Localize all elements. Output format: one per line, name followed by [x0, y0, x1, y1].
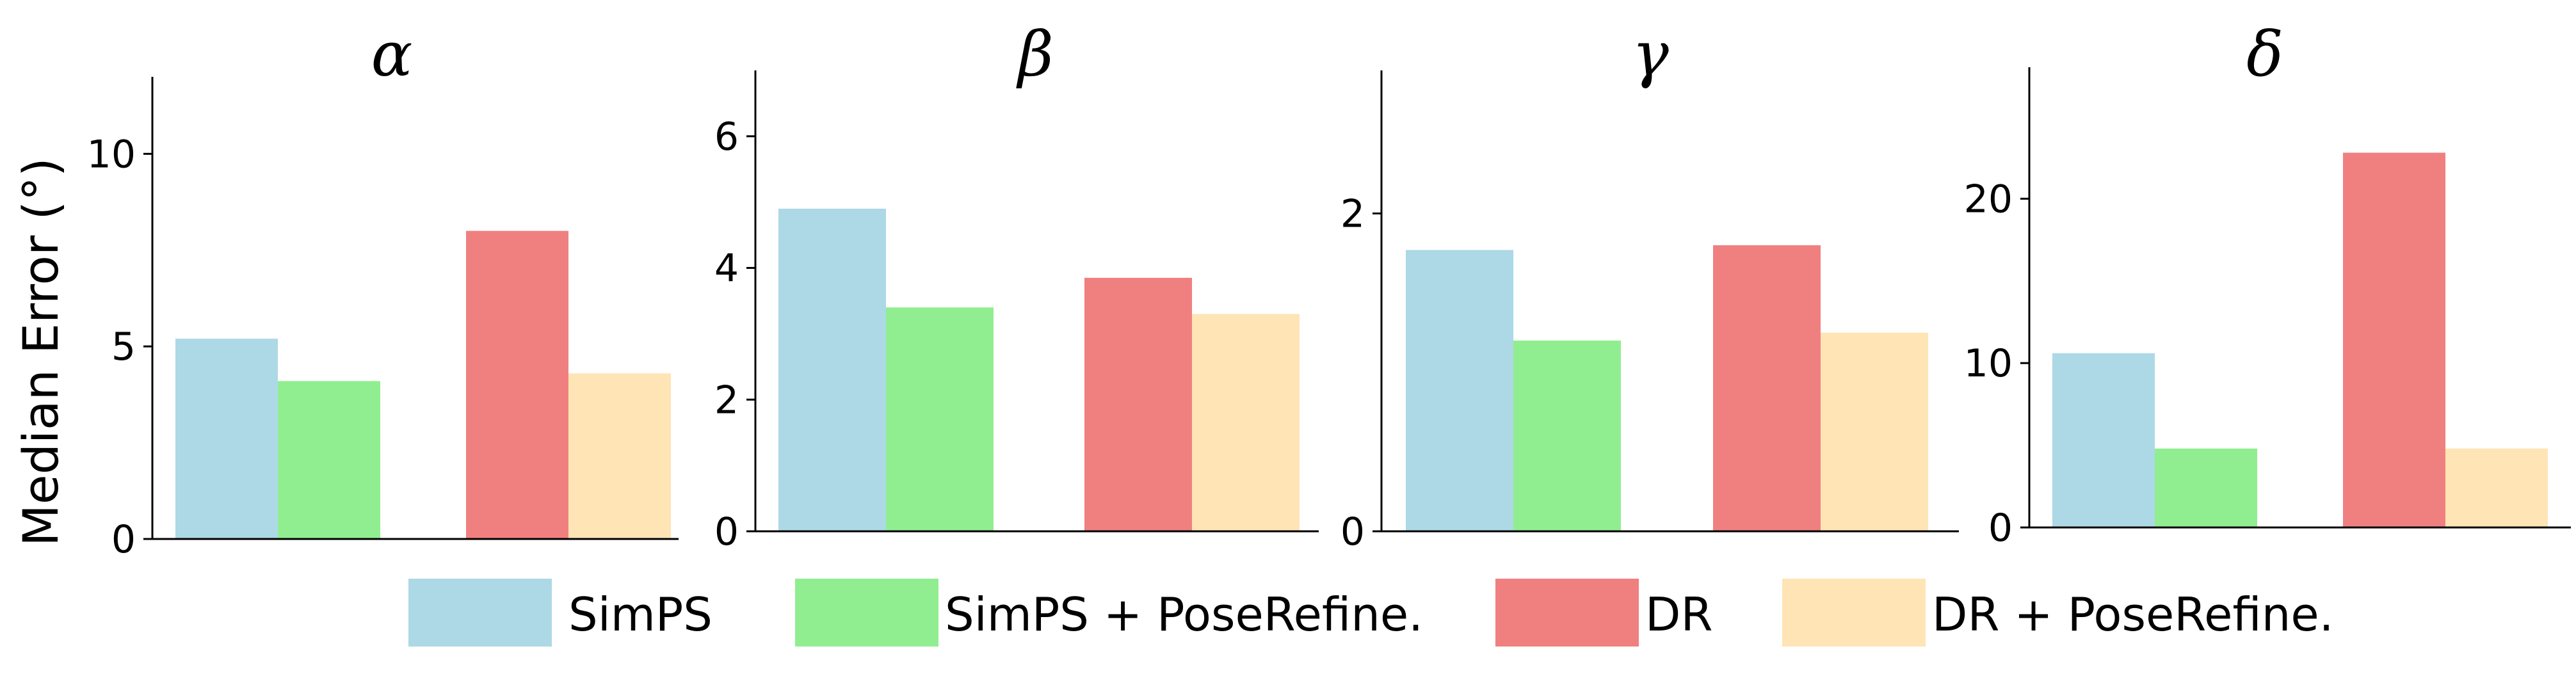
y-axis-label: Median Error (°): [12, 157, 69, 546]
panel-title: α: [371, 19, 413, 90]
legend-label: DR: [1645, 588, 1712, 641]
legend-label: SimPS: [568, 588, 712, 641]
legend-swatch: [1495, 579, 1639, 647]
bar-simps-panel-4: [2052, 353, 2155, 527]
bar-dr-panel-3: [1713, 245, 1821, 531]
legend-swatch: [795, 579, 938, 647]
bar-simps-poserefine-panel-2: [886, 307, 994, 531]
legend-item-simps-poserefine: SimPS + PoseRefine.: [795, 579, 1423, 647]
bar-simps-poserefine-panel-4: [2155, 448, 2257, 527]
bar-dr-poserefine-panel-1: [568, 373, 671, 539]
y-tick-label: 10: [87, 132, 136, 177]
y-tick-label: 0: [111, 517, 136, 562]
legend-label: DR + PoseRefine.: [1932, 588, 2334, 641]
legend-swatch: [1782, 579, 1926, 647]
y-tick-label: 0: [714, 510, 739, 554]
panel-title: β: [1016, 19, 1054, 90]
y-tick-label: 2: [714, 378, 739, 422]
y-tick-label: 0: [1340, 510, 1365, 554]
panel-title: δ: [2246, 19, 2283, 90]
bar-dr-panel-4: [2343, 152, 2445, 527]
y-tick-label: 10: [1964, 341, 2013, 386]
panel-2: 0 2 4 6 β: [714, 19, 1319, 554]
y-tick-label: 6: [714, 115, 739, 159]
bar-dr-panel-2: [1084, 278, 1192, 531]
bar-dr-panel-1: [466, 230, 568, 539]
legend-label: SimPS + PoseRefine.: [945, 588, 1423, 641]
legend-item-dr-poserefine: DR + PoseRefine.: [1782, 579, 2334, 647]
legend-item-simps: SimPS: [408, 579, 712, 647]
y-tick-label: 0: [1988, 506, 2013, 550]
bar-simps-poserefine-panel-3: [1513, 341, 1621, 531]
bar-dr-poserefine-panel-3: [1821, 332, 1928, 531]
legend: SimPS SimPS + PoseRefine. DR DR + PoseRefin…: [408, 579, 2334, 647]
panel-4: 0 10 20 δ: [1964, 19, 2571, 550]
panel-1: 0 5 10 α: [87, 19, 679, 562]
legend-swatch: [408, 579, 552, 647]
legend-item-dr: DR: [1495, 579, 1712, 647]
bar-dr-poserefine-panel-2: [1192, 314, 1300, 531]
bar-simps-panel-3: [1406, 250, 1513, 531]
bar-dr-poserefine-panel-4: [2445, 448, 2548, 527]
bar-simps-panel-1: [175, 339, 278, 539]
y-tick-label: 4: [714, 246, 739, 291]
bar-simps-poserefine-panel-1: [278, 381, 380, 539]
y-tick-label: 2: [1340, 191, 1365, 236]
panel-3: 0 2 γ: [1340, 19, 1959, 554]
panel-title: γ: [1632, 19, 1669, 90]
bar-simps-panel-2: [778, 209, 886, 531]
panels: 0 5 10 α 0 2 4 6 β 0 2 γ 0 10 20 δ: [87, 19, 2571, 562]
y-tick-label: 5: [111, 325, 136, 369]
y-tick-label: 20: [1964, 177, 2013, 221]
